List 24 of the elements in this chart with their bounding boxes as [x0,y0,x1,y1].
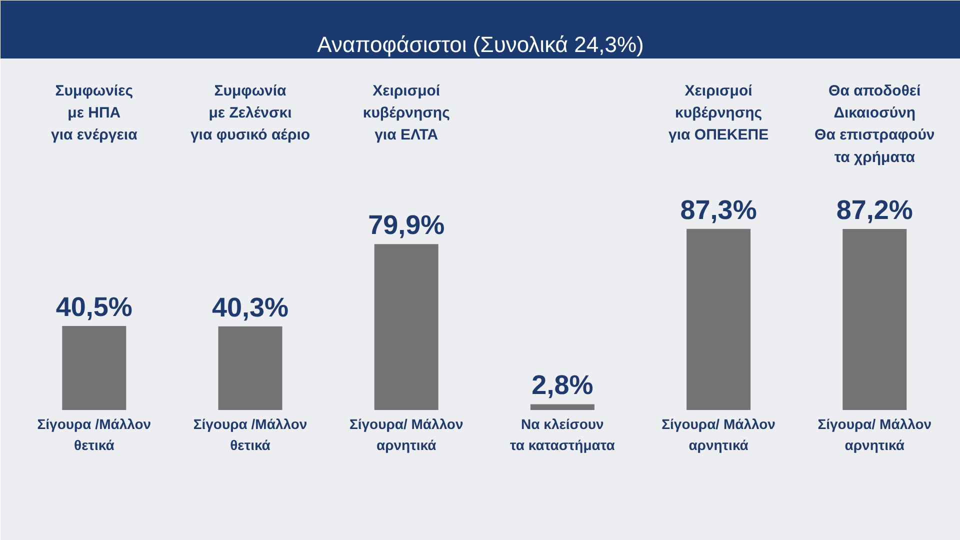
text: Σίγουρα /Μάλλον θετικά [193,416,308,453]
data-label: 87,3% [680,194,757,225]
text: Να κλείσουν τα καταστήματα [510,416,616,453]
chart-title: Αναποφάσιστοι (Συνολικά 24,3%) [317,32,644,57]
text: Σίγουρα/ Μάλλον αρνητικά [818,416,932,453]
x-tick-label: Συμφωνίες με ΗΠΑ για ενέργεια [51,82,138,144]
bar [62,326,126,410]
bar [686,228,751,410]
x-tick-label: Θα αποδοθεί Δικαιοσύνη Θα επιστραφούν τα χρήματα [814,82,935,166]
x-tick-label: Χειρισμοί κυβέρνησης για ΕΛΤΑ [362,82,450,144]
x-tick-label: Συμφωνία με Ζελένσκι για φυσικό αέριο [190,82,310,144]
text: Σίγουρα /Μάλλον θετικά [37,416,152,453]
text: Σίγουρα/ Μάλλον αρνητικά [662,416,776,453]
text: Σίγουρα/ Μάλλον αρνητικά [349,416,464,453]
x-tick-label: Χειρισμοί κυβέρνησης για ΟΠΕΚΕΠΕ [668,82,769,144]
data-label: 2,8% [532,370,594,400]
bar [374,244,438,410]
bar [218,326,282,410]
bar [530,404,594,410]
bar [842,229,907,410]
data-label: 87,2% [836,195,913,226]
data-label: 40,3% [212,292,289,322]
data-label: 79,9% [368,210,445,240]
data-label: 40,5% [56,292,132,322]
